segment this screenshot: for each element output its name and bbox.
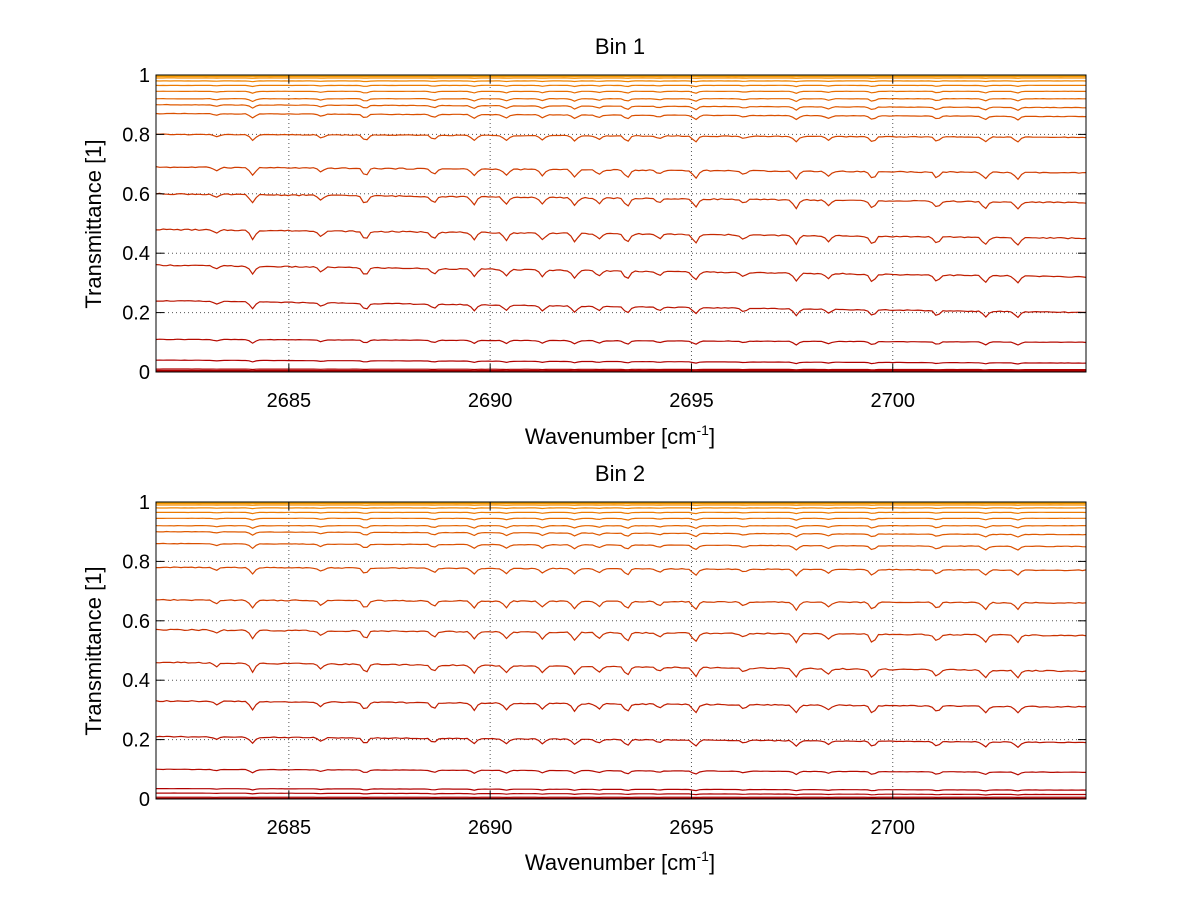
series-line-9 (155, 628, 1087, 644)
series-line-12 (156, 542, 1087, 551)
x-tick-label: 2685 (267, 390, 312, 412)
x-tick-group: 2685 2690 2695 2700 (267, 75, 915, 412)
y-tick-label: 1 (139, 65, 150, 87)
y-axis-label: Transmittance [1] (81, 139, 106, 308)
x-axis-label-end: ] (709, 424, 715, 449)
plot-area-frame (155, 501, 1087, 800)
y-tick-label: 0.4 (122, 243, 150, 265)
y-tick-label: 1 (139, 492, 150, 514)
series-line-7 (155, 699, 1087, 714)
x-tick-group: 2685 2690 2695 2700 (267, 502, 915, 839)
series-line-14 (156, 524, 1087, 530)
series-line-4 (155, 359, 1087, 365)
x-tick-label: 2695 (669, 390, 714, 412)
chart-panel-bin-2: Bin 2 2685 2690 2695 2700 0 0.2 0.4 0.6 0.8 1 Wa… (81, 461, 1087, 875)
x-axis-label-text: Wavenumber [cm (525, 850, 697, 875)
series-line-16 (156, 511, 1087, 515)
series-line-4 (156, 788, 1087, 792)
series-line-5 (155, 768, 1086, 776)
series-group (155, 501, 1087, 800)
x-tick-label: 2700 (871, 817, 916, 839)
series-line-8 (155, 661, 1087, 679)
y-tick-label: 0.2 (122, 303, 150, 325)
series-line-15 (156, 517, 1086, 521)
x-axis-label-superscript: -1 (697, 848, 710, 864)
x-tick-label: 2690 (468, 390, 513, 412)
y-tick-label: 0.4 (122, 670, 150, 692)
series-line-16 (155, 84, 1087, 88)
series-line-15 (156, 90, 1087, 94)
series-line-10 (155, 166, 1087, 181)
series-line-11 (156, 133, 1087, 143)
y-tick-label: 0.6 (122, 611, 150, 633)
y-tick-label: 0.8 (122, 551, 150, 573)
series-line-17 (155, 80, 1087, 83)
series-line-14 (155, 97, 1086, 103)
x-axis-label-text: Wavenumber [cm (525, 424, 697, 449)
series-line-17 (155, 507, 1087, 510)
x-tick-label: 2695 (669, 817, 714, 839)
chart-title: Bin 2 (595, 461, 645, 486)
series-line-7 (155, 264, 1087, 284)
series-line-13 (155, 530, 1087, 538)
y-tick-label: 0.8 (122, 124, 150, 146)
chart-panel-bin-1: Bin 1 2685 2690 2695 2700 0 0.2 0.4 0.6 0.8 1 Wa… (81, 34, 1087, 449)
x-axis-label: Wavenumber [cm-1] (525, 848, 715, 875)
grid-lines (156, 75, 1086, 372)
y-tick-group: 0 0.2 0.4 0.6 0.8 1 (122, 65, 1086, 384)
series-line-6 (155, 735, 1087, 749)
x-axis-label-superscript: -1 (697, 422, 710, 438)
series-line-3 (156, 368, 1086, 371)
series-line-12 (155, 112, 1087, 121)
y-tick-label: 0 (139, 789, 150, 811)
plot-area-frame (155, 74, 1087, 373)
y-tick-label: 0.6 (122, 184, 150, 206)
y-tick-label: 0.2 (122, 730, 150, 752)
series-line-13 (155, 103, 1086, 111)
chart-title: Bin 1 (595, 34, 645, 59)
y-tick-group: 0 0.2 0.4 0.6 0.8 1 (122, 492, 1086, 811)
series-line-11 (156, 566, 1087, 577)
x-axis-label: Wavenumber [cm-1] (525, 422, 715, 449)
series-line-9 (155, 192, 1087, 210)
y-axis-label: Transmittance [1] (81, 566, 106, 735)
x-axis-label-end: ] (709, 850, 715, 875)
x-tick-label: 2700 (871, 390, 916, 412)
series-line-6 (156, 299, 1086, 319)
series-line-8 (156, 228, 1087, 246)
series-line-10 (155, 598, 1087, 612)
x-tick-label: 2685 (267, 817, 312, 839)
series-line-3 (156, 792, 1086, 796)
y-tick-label: 0 (139, 362, 150, 384)
series-line-5 (155, 338, 1087, 346)
series-group (155, 74, 1087, 373)
x-tick-label: 2690 (468, 817, 513, 839)
